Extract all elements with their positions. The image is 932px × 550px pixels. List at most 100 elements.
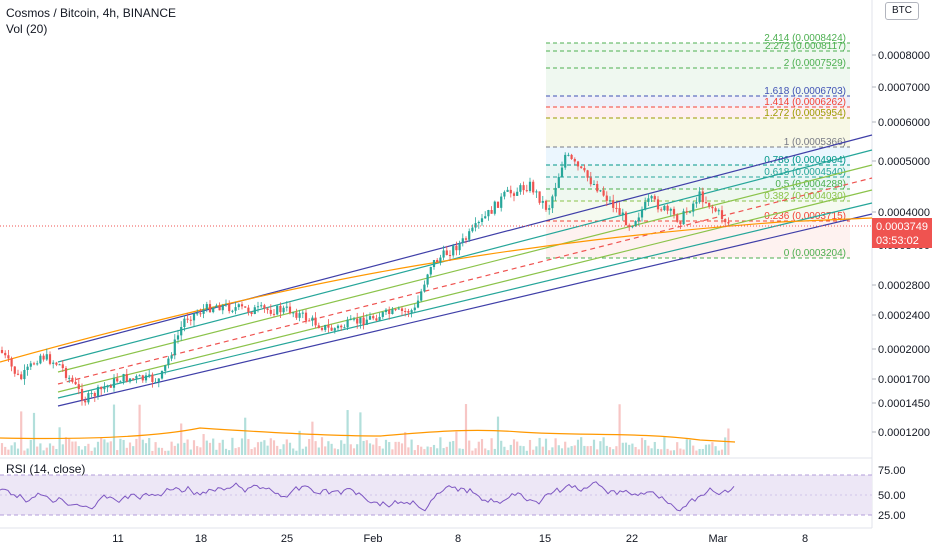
volume-bar xyxy=(208,442,212,455)
volume-bar xyxy=(48,443,52,455)
candle xyxy=(708,202,711,207)
candle xyxy=(439,257,442,263)
candle xyxy=(695,202,698,204)
time-axis-label: Mar xyxy=(709,533,728,545)
candle xyxy=(471,227,474,232)
volume-bar xyxy=(266,445,269,455)
candle xyxy=(452,245,455,256)
symbol-legend[interactable]: Cosmos / Bitcoin, 4h, BINANCE xyxy=(6,6,177,20)
candle xyxy=(516,191,519,196)
volume-bar xyxy=(468,440,471,455)
candle xyxy=(176,335,180,340)
volume-bar xyxy=(480,439,484,455)
volume-legend[interactable]: Vol (20) xyxy=(6,22,48,36)
candle xyxy=(148,374,151,376)
volume-bar xyxy=(93,447,96,455)
candle xyxy=(637,217,640,221)
volume-bar xyxy=(551,447,554,455)
candle xyxy=(13,366,16,374)
price-axis-label: 0.0002400 xyxy=(878,310,930,322)
volume-bar xyxy=(647,445,650,455)
volume-bar xyxy=(135,438,138,455)
candle xyxy=(103,387,106,390)
volume-bar xyxy=(327,441,330,455)
candle xyxy=(74,381,77,385)
price-axis-label: 0.0001700 xyxy=(878,374,930,386)
candle xyxy=(455,245,458,251)
volume-bar xyxy=(234,448,237,455)
rsi-legend[interactable]: RSI (14, close) xyxy=(6,462,86,476)
candle xyxy=(42,355,45,360)
volume-bar xyxy=(247,439,250,455)
volume-bar xyxy=(496,416,500,455)
candle xyxy=(260,305,263,307)
fib-zone xyxy=(546,43,850,51)
currency-button[interactable]: BTC xyxy=(885,2,919,20)
volume-bar xyxy=(96,441,100,455)
volume-bar xyxy=(237,447,240,455)
candle xyxy=(420,291,423,301)
volume-bar xyxy=(640,437,644,455)
volume-bar xyxy=(464,404,468,455)
candle xyxy=(71,377,74,382)
volume-bar xyxy=(288,442,292,455)
candle xyxy=(356,318,359,324)
volume-bar xyxy=(583,445,586,455)
fib-zone xyxy=(546,165,850,177)
volume-bar xyxy=(528,439,532,455)
volume-bar xyxy=(612,449,615,455)
candle xyxy=(656,199,660,210)
candle xyxy=(487,210,490,217)
candle xyxy=(205,304,208,310)
candle xyxy=(327,325,330,328)
volume-bar xyxy=(432,444,436,455)
volume-bar xyxy=(202,434,205,455)
volume-bar xyxy=(452,440,455,455)
volume-bar xyxy=(74,441,77,455)
candle xyxy=(525,190,528,192)
candle xyxy=(269,309,272,314)
candle xyxy=(727,222,730,224)
candle xyxy=(592,184,596,186)
volume-bar xyxy=(365,440,368,455)
candle xyxy=(26,366,29,371)
candle xyxy=(461,238,464,243)
candle xyxy=(199,313,202,315)
candle xyxy=(490,210,493,214)
volume-bar xyxy=(324,446,327,455)
volume-bar xyxy=(621,442,624,455)
candle xyxy=(186,318,189,320)
volume-bar xyxy=(679,448,682,455)
candle xyxy=(154,381,157,383)
volume-bar xyxy=(4,446,7,455)
volume-bar xyxy=(541,446,544,455)
candle xyxy=(644,201,647,210)
volume-bar xyxy=(311,421,314,455)
volume-bar xyxy=(615,446,618,455)
candle xyxy=(724,219,727,223)
rsi-axis-label: 25.00 xyxy=(878,510,906,522)
volume-bar xyxy=(154,442,157,455)
volume-bar xyxy=(484,448,487,455)
candle xyxy=(698,191,701,203)
volume-bar xyxy=(138,404,141,455)
volume-group xyxy=(0,404,730,455)
candle xyxy=(685,211,688,213)
volume-bar xyxy=(68,438,71,455)
candle xyxy=(714,208,717,212)
candle xyxy=(151,374,154,383)
price-axis-label: 0.0004000 xyxy=(878,207,930,219)
candle xyxy=(583,167,586,171)
candle xyxy=(359,317,362,324)
volume-bar xyxy=(314,441,317,455)
volume-bar xyxy=(244,417,247,455)
volume-bar xyxy=(231,437,234,455)
candle xyxy=(624,212,628,226)
volume-bar xyxy=(349,444,352,455)
volume-bar xyxy=(215,449,218,455)
fib-zone xyxy=(546,177,850,189)
candle xyxy=(16,373,20,375)
candle xyxy=(240,304,244,307)
volume-bar xyxy=(471,450,474,455)
